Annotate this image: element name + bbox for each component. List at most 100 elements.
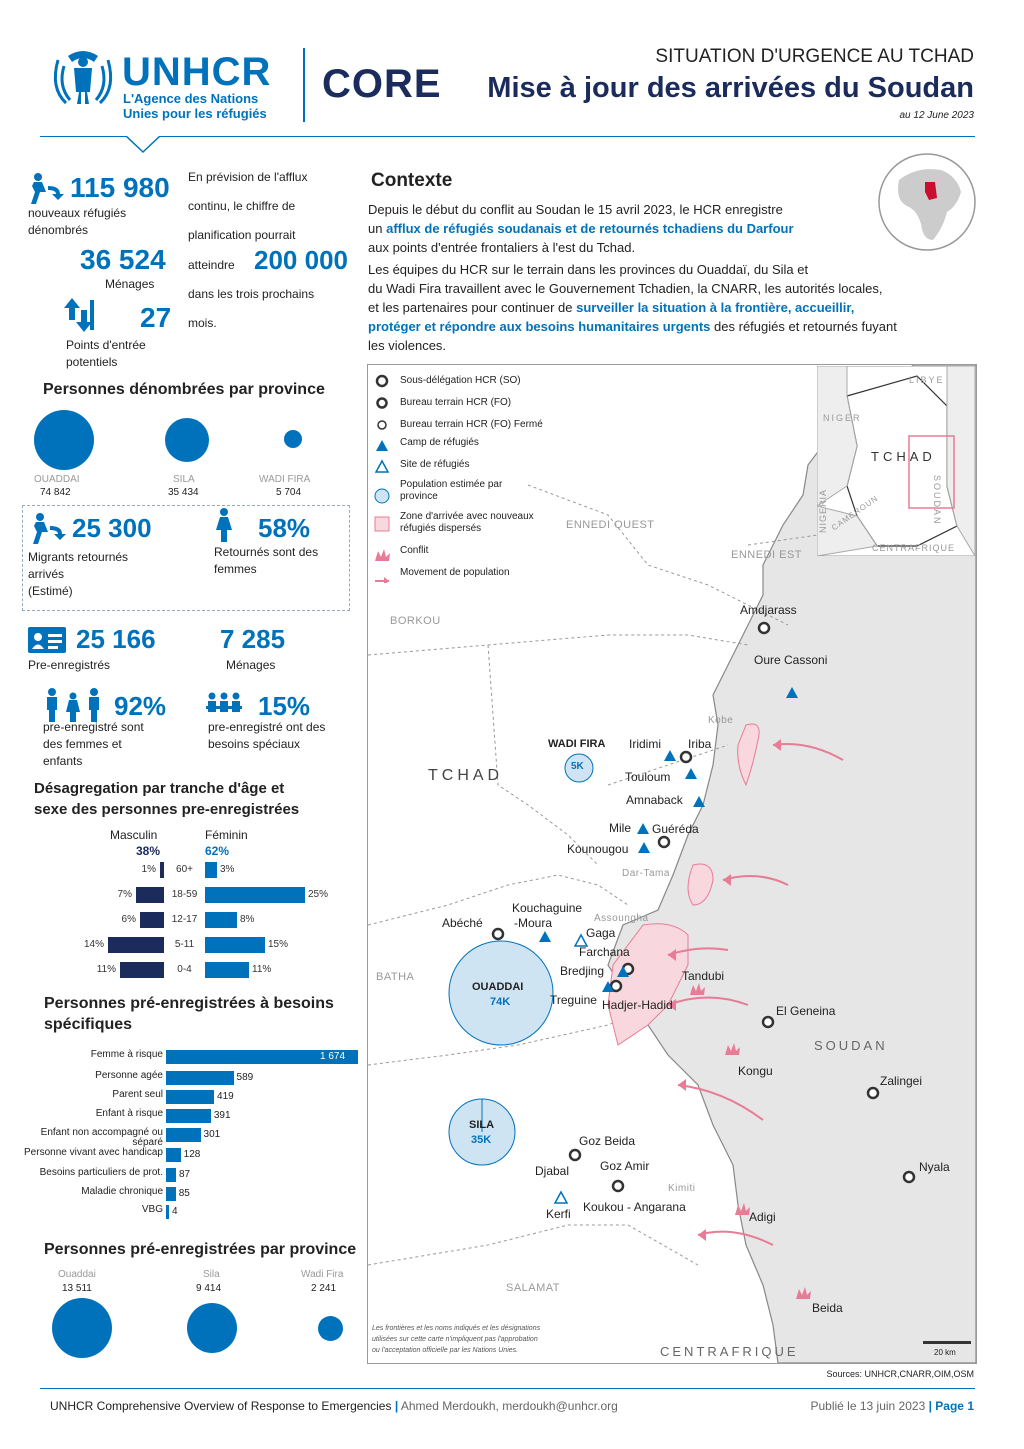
age-sex-title-2: sexe des personnes pre-enregistrées (34, 801, 300, 818)
migrants-label-3: (Estimé) (28, 584, 73, 598)
place-koukou-angarana: Koukou - Angarana (583, 1200, 686, 1214)
female-bar-12-17 (205, 912, 237, 928)
people-moving-icon (31, 173, 64, 204)
projection-line-6: mois. (188, 316, 217, 330)
migrants-value: 25 300 (72, 513, 152, 543)
need-value: 589 (236, 1072, 254, 1083)
context-p2-line4: protéger et répondre aux besoins humanit… (368, 319, 897, 334)
region-ennedi-est: ENNEDI EST (731, 549, 803, 561)
female-bar-18-59 (205, 887, 305, 903)
need-label: Maladie chronique (81, 1186, 163, 1197)
context-p1-highlight: afflux de réfugiés soudanais et de retou… (386, 221, 794, 236)
age-label: 60+ (176, 864, 193, 875)
need-label: Femme à risque (90, 1049, 163, 1060)
prereg-province-value-wadi-fira: 2 241 (311, 1283, 337, 1294)
place-goz-beida: Goz Beida (579, 1134, 636, 1148)
context-p2-line5: les violences. (368, 338, 447, 353)
women-children-line-2: des femmes et (43, 737, 122, 751)
minor-kimiti: Kimiti (668, 1183, 696, 1194)
region-ennedi-ouest: ENNEDI OUEST (566, 519, 655, 531)
family-icon (47, 688, 99, 722)
legend-conflict: Conflit (400, 545, 429, 556)
place-moura: -Moura (514, 916, 553, 930)
disclaimer-2: utilisées sur cette carte n'impliquent p… (372, 1336, 538, 1343)
male-bar-0-4 (120, 962, 164, 978)
place-touloum: Touloum (625, 770, 671, 784)
projection-line-2: continu, le chiffre de (188, 199, 296, 213)
region-batha: BATHA (376, 971, 415, 983)
place-kounougou: Kounougou (567, 842, 629, 856)
place-goz-amir: Goz Amir (600, 1159, 650, 1173)
returnees-box (22, 505, 350, 611)
female-pct: 62% (205, 844, 230, 858)
special-needs-value: 15% (258, 691, 311, 721)
context-p2-suffix: des réfugiés et retournés fuyant (714, 319, 897, 334)
province-bubble-ouaddai (34, 410, 94, 470)
minor-assoungha: Assoungha (594, 913, 649, 924)
org-name: UNHCR (122, 50, 272, 94)
need-value: 391 (213, 1110, 231, 1121)
male-pct-label: 14% (83, 939, 104, 950)
legend-fo-closed: Bureau terrain HCR (FO) Fermé (400, 419, 543, 430)
ouaddai-bubble (448, 940, 554, 1046)
boundary-wadi (487, 644, 599, 866)
specific-needs-title-2: spécifiques (44, 1016, 133, 1033)
need-label: Personne vivant avec handicap (24, 1147, 163, 1158)
bubble-value-ouaddai: 74K (490, 996, 511, 1008)
projection-value: 200 000 (254, 245, 348, 275)
prereg-province-value-sila: 9 414 (196, 1283, 222, 1294)
need-bar (166, 1050, 358, 1064)
place-djabal: Djabal (535, 1164, 570, 1178)
inset-libye: LIBYE (909, 375, 945, 385)
context-p2-line1: Les équipes du HCR sur le terrain dans l… (368, 262, 809, 277)
female-bar-5-11 (205, 937, 265, 953)
org-subtitle-1: L'Agence des Nations (123, 91, 259, 106)
female-pct-label: 11% (252, 964, 272, 975)
place-guereda: Guéréda (652, 822, 699, 836)
women-value: 58% (258, 513, 311, 543)
bubble-value-sila: 35K (471, 1134, 492, 1146)
specific-needs-title-1: Personnes pré-enregistrées à besoins (44, 995, 334, 1012)
id-card-icon (28, 627, 66, 653)
projection-line-4: atteindre (188, 258, 235, 272)
place-kongu: Kongu (738, 1064, 773, 1078)
prereg-bubble-wadi-fira (318, 1316, 343, 1341)
women-children-line-1: pre-enregistré sont (43, 720, 144, 734)
province-bubble-wadi-fira (284, 430, 302, 448)
prereg-province-name-sila: Sila (203, 1269, 220, 1280)
place-adigi: Adigi (749, 1210, 776, 1224)
context-title: Contexte (371, 170, 453, 191)
need-label: Besoins particuliers de prot. (39, 1167, 163, 1178)
female-pct-label: 8% (240, 914, 255, 925)
place-kerfi: Kerfi (546, 1207, 571, 1221)
sources: Sources: UNHCR,CNARR,OIM,OSM (826, 1369, 974, 1379)
place-nyala: Nyala (919, 1160, 950, 1174)
context-p1-line2: un afflux de réfugiés soudanais et de re… (368, 221, 794, 236)
entry-points-label-2: potentiels (66, 355, 118, 369)
prereg-label: Pre-enregistrés (28, 658, 111, 672)
footer-contact[interactable]: Ahmed Merdoukh, merdoukh@unhcr.org (400, 1399, 618, 1413)
place-wadi-fira: WADI FIRA (548, 738, 606, 750)
inset-centrafrique: CENTRAFRIQUE (872, 543, 956, 553)
legend-arrival-zone: Zone d'arrivée avec nouveaux réfugiés di… (400, 511, 534, 534)
context-p1-prefix: un (368, 221, 383, 236)
footer-org: UNHCR Comprehensive Overview of Response… (50, 1399, 392, 1413)
place-beida: Beida (812, 1301, 843, 1315)
arrow-5 (677, 1084, 764, 1121)
male-label: Masculin (110, 828, 158, 842)
region-salamat: SALAMAT (506, 1282, 561, 1294)
legend-site: Site de réfugiés (400, 459, 470, 470)
need-value: 301 (203, 1129, 221, 1140)
place-iridimi: Iridimi (629, 737, 661, 751)
refugees-label-2: dénombrés (28, 223, 89, 237)
need-value: 87 (178, 1169, 191, 1180)
boundary-north (368, 634, 749, 656)
prereg-households-value: 7 285 (220, 624, 286, 654)
place-abeche: Abéché (442, 916, 483, 930)
inset-nigeria: NIGERIA (818, 488, 828, 533)
place-amnaback: Amnaback (626, 793, 683, 807)
male-pct-label: 1% (141, 864, 156, 875)
need-value: 1 674 (320, 1051, 346, 1062)
kicker: SITUATION D'URGENCE AU TCHAD (655, 46, 974, 67)
inset-niger: NIGER (823, 413, 862, 423)
